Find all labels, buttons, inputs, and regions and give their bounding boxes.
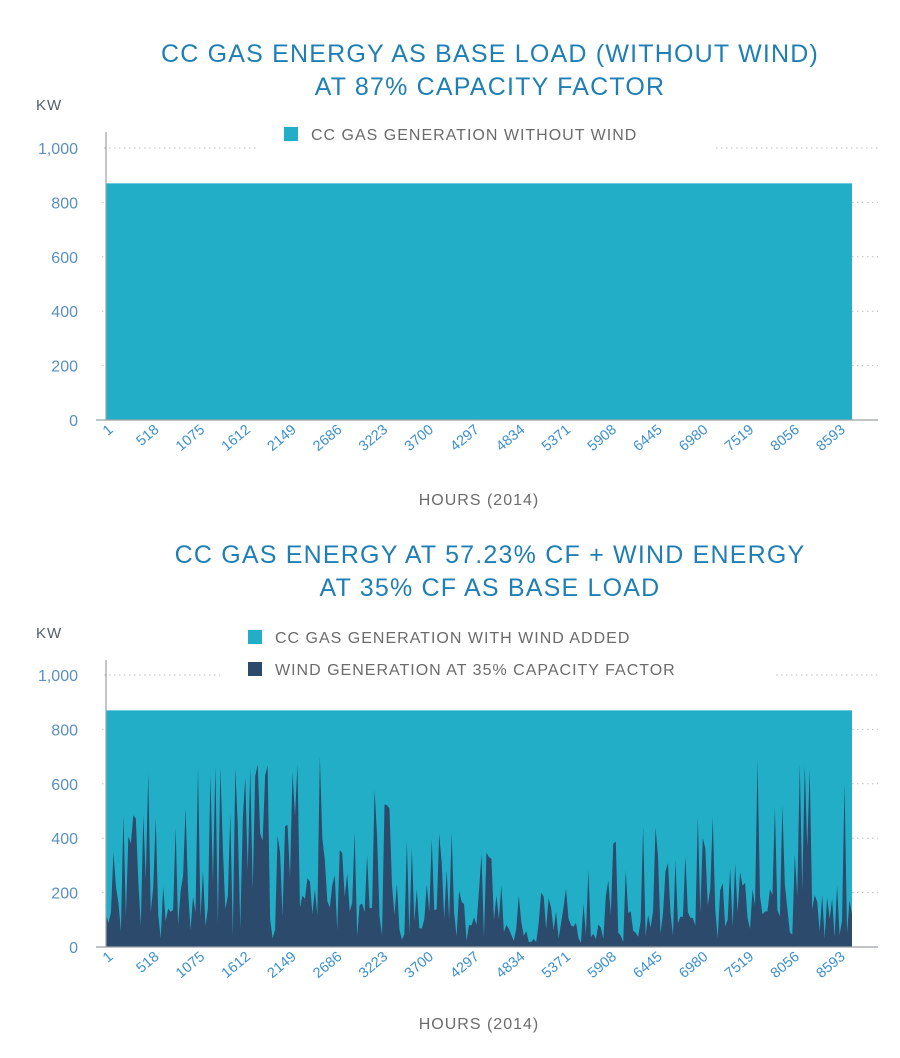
x-tick-label: 6445	[631, 949, 666, 982]
legend: CC GAS GENERATION WITHOUT WIND	[284, 127, 637, 144]
x-tick-label: 1	[100, 422, 116, 439]
x-axis-title: HOURS (2014)	[419, 492, 539, 509]
gridlines	[102, 674, 878, 894]
x-tick-label: 3700	[402, 422, 437, 455]
y-tick-label: 400	[51, 304, 78, 321]
y-tick-label: 200	[51, 886, 78, 903]
x-tick-label: 1612	[219, 422, 254, 455]
y-tick-label: 200	[51, 359, 78, 376]
x-tick-label: 4834	[493, 949, 528, 982]
y-tick-label: 600	[51, 777, 78, 794]
y-tick-label: 400	[51, 831, 78, 848]
x-tick-label: 5371	[539, 422, 574, 455]
chart-title-line-1: CC GAS ENERGY AT 57.23% CF + WIND ENERGY	[175, 541, 806, 569]
y-tick-labels: 0 200 400 600 800 1,000	[38, 668, 78, 957]
x-tick-label: 4834	[493, 422, 528, 455]
y-tick-label: 1,000	[38, 141, 78, 158]
x-tick-label: 3700	[402, 949, 437, 982]
chart-title-line-2: AT 35% CF AS BASE LOAD	[320, 574, 661, 602]
x-tick-label: 6980	[676, 422, 711, 455]
x-tick-label: 518	[133, 949, 162, 977]
series-area-1	[106, 756, 852, 947]
x-tick-label: 518	[133, 422, 162, 450]
legend-label: WIND GENERATION AT 35% CAPACITY FACTOR	[275, 662, 676, 679]
x-tick-labels: 1 518 1075 1612 2149 2686 3223 3700 4297 4834 5371…	[100, 422, 848, 455]
y-axis-unit-label: KW	[36, 97, 62, 114]
x-tick-labels: 1 518 1075 1612 2149 2686 3223 3700 4297 4834 5371…	[100, 949, 848, 982]
x-tick-label: 2686	[310, 422, 345, 455]
x-tick-label: 1	[100, 949, 116, 966]
series-areas	[106, 710, 852, 947]
chart-gas-with-wind: CC GAS ENERGY AT 57.23% CF + WIND ENERGY…	[36, 541, 878, 1033]
legend-swatch	[248, 630, 262, 644]
legend-swatch	[284, 127, 298, 141]
x-tick-label: 5371	[539, 949, 574, 982]
y-tick-label: 600	[51, 250, 78, 267]
x-tick-label: 5908	[585, 949, 620, 982]
x-axis-title: HOURS (2014)	[419, 1016, 539, 1033]
x-tick-label: 4297	[448, 949, 483, 982]
legend-swatch	[248, 662, 262, 676]
x-tick-label: 3223	[356, 949, 391, 982]
legend: CC GAS GENERATION WITH WIND ADDED WIND GE…	[248, 630, 676, 679]
legend-label: CC GAS GENERATION WITHOUT WIND	[311, 127, 637, 144]
y-tick-label: 0	[69, 940, 78, 957]
x-tick-label: 6445	[631, 422, 666, 455]
chart-title-line-2: AT 87% CAPACITY FACTOR	[315, 73, 666, 101]
series-areas	[106, 183, 852, 420]
x-tick-label: 1075	[173, 949, 208, 982]
y-tick-label: 1,000	[38, 668, 78, 685]
y-tick-label: 800	[51, 722, 78, 739]
x-tick-label: 8056	[768, 949, 803, 982]
x-tick-label: 1075	[173, 422, 208, 455]
x-tick-label: 3223	[356, 422, 391, 455]
chart-gas-only: CC GAS ENERGY AS BASE LOAD (WITHOUT WIND…	[36, 40, 878, 509]
x-tick-label: 8056	[768, 422, 803, 455]
x-tick-label: 7519	[722, 422, 757, 455]
y-tick-labels: 0 200 400 600 800 1,000	[38, 141, 78, 430]
y-tick-label: 0	[69, 413, 78, 430]
x-tick-label: 8593	[814, 422, 849, 455]
gridlines	[102, 147, 878, 367]
series-area-0	[106, 183, 852, 420]
x-tick-label: 2149	[265, 422, 300, 455]
y-axis-unit-label: KW	[36, 625, 62, 642]
x-tick-label: 2149	[265, 949, 300, 982]
chart-title-line-1: CC GAS ENERGY AS BASE LOAD (WITHOUT WIND…	[161, 40, 819, 68]
x-tick-label: 7519	[722, 949, 757, 982]
x-tick-label: 6980	[676, 949, 711, 982]
y-tick-label: 800	[51, 195, 78, 212]
x-tick-label: 8593	[814, 949, 849, 982]
x-tick-label: 5908	[585, 422, 620, 455]
x-tick-label: 2686	[310, 949, 345, 982]
x-tick-label: 1612	[219, 949, 254, 982]
x-tick-label: 4297	[448, 422, 483, 455]
legend-label: CC GAS GENERATION WITH WIND ADDED	[275, 630, 630, 647]
